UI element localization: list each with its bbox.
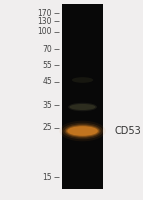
Ellipse shape [68, 103, 97, 111]
Text: 70: 70 [42, 45, 52, 53]
Text: 25: 25 [43, 123, 52, 132]
Bar [62, 4, 103, 189]
Text: 15: 15 [43, 172, 52, 182]
Text: KB: KB [76, 0, 90, 1]
Text: 35: 35 [42, 100, 52, 110]
Ellipse shape [62, 123, 103, 139]
Ellipse shape [72, 77, 93, 83]
Ellipse shape [59, 121, 106, 141]
Text: CD53: CD53 [114, 126, 141, 136]
Text: 55: 55 [42, 60, 52, 70]
Text: 130: 130 [38, 17, 52, 25]
Text: 45: 45 [42, 77, 52, 86]
Ellipse shape [67, 126, 98, 136]
Ellipse shape [70, 104, 96, 110]
Text: 170: 170 [38, 8, 52, 18]
Text: 100: 100 [38, 27, 52, 36]
Ellipse shape [66, 125, 99, 137]
Ellipse shape [64, 124, 101, 138]
